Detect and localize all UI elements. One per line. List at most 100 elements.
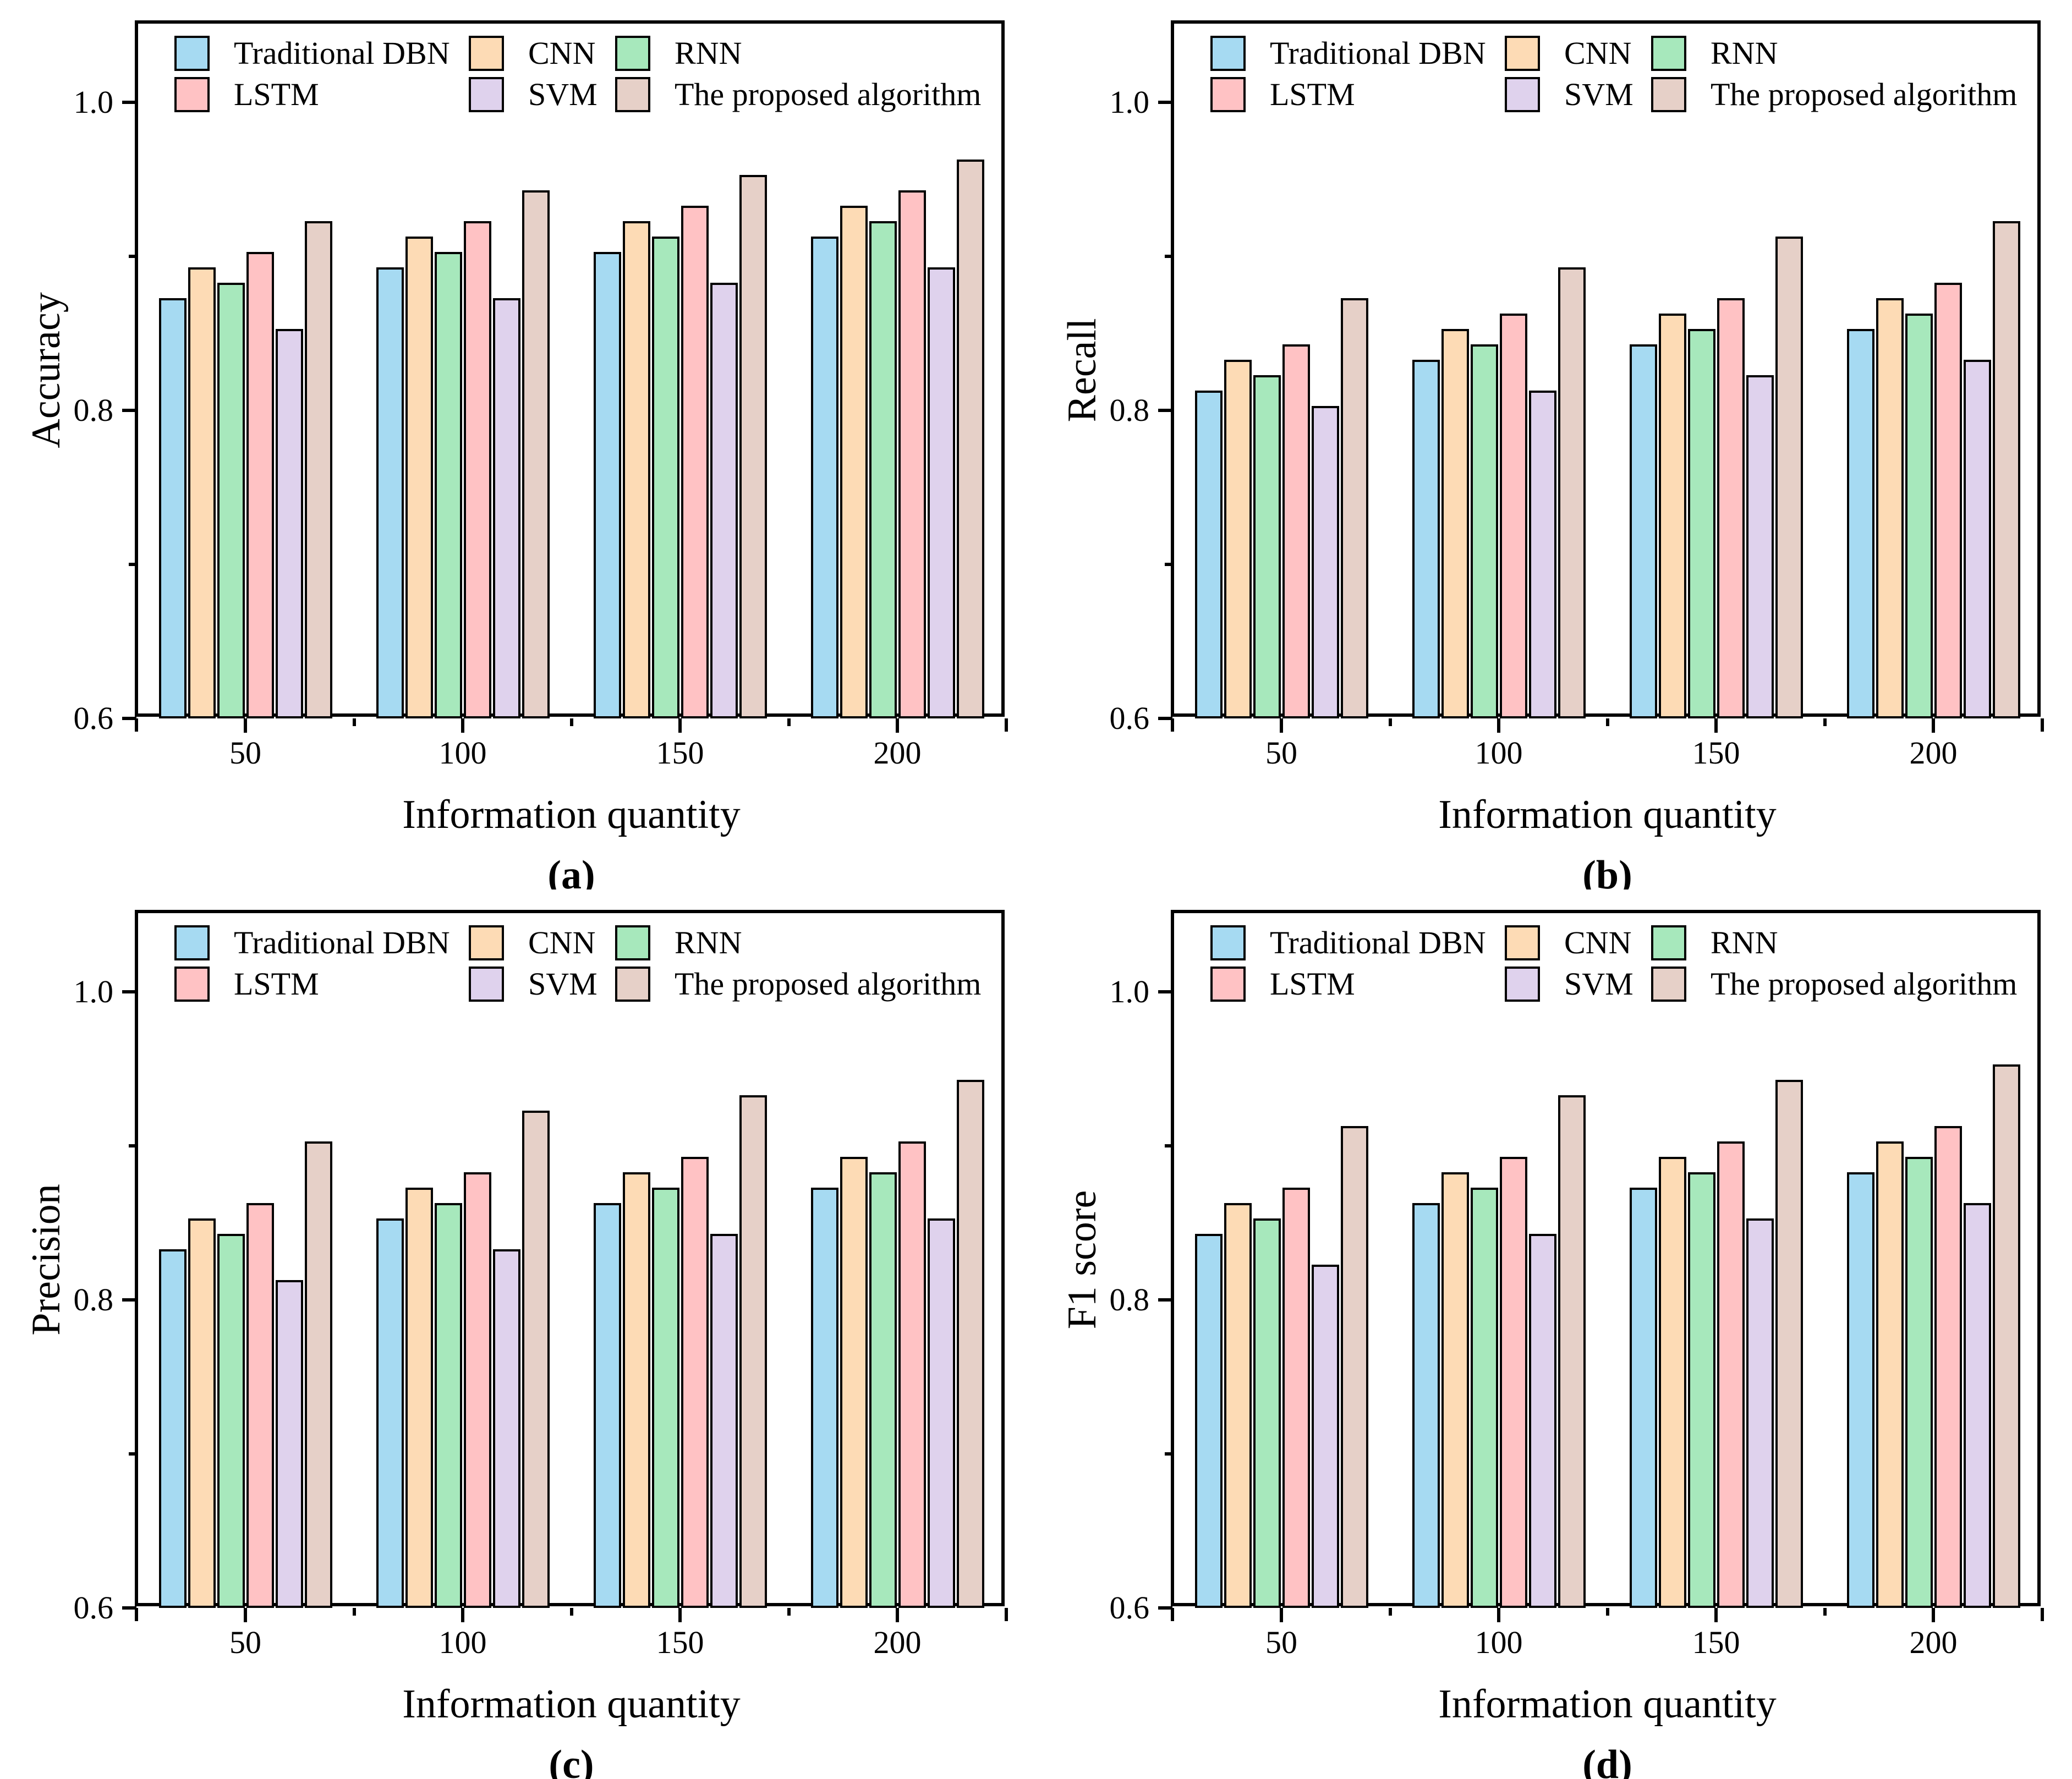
y-axis-major-tick: [1158, 409, 1172, 412]
x-axis-major-tick: [1280, 718, 1283, 733]
bar-proposed-50: [304, 1141, 332, 1608]
bar-lstm-200: [1934, 1126, 1962, 1608]
bar-cnn-200: [1876, 1141, 1904, 1608]
x-axis-minor-tick: [569, 718, 573, 726]
y-axis-major-tick: [122, 1606, 136, 1610]
bar-rnn-150: [1687, 1172, 1715, 1608]
x-axis-major-tick: [896, 1608, 899, 1622]
bar-group-150: [593, 175, 767, 718]
bar-group-200: [1846, 221, 2020, 718]
y-axis-tick-label: 0.8: [73, 392, 114, 428]
bar-group-150: [1629, 1080, 1803, 1608]
y-axis-title: Precision: [24, 1184, 69, 1336]
bar-traditional-dbn-150: [593, 1203, 621, 1608]
bar-lstm-100: [1499, 314, 1527, 718]
bar-traditional-dbn-200: [1846, 329, 1874, 718]
x-axis-minor-tick: [569, 1608, 573, 1616]
bar-group-150: [1629, 237, 1803, 718]
legend-swatch-lstm: [174, 77, 210, 112]
y-axis-title: Recall: [1060, 318, 1105, 422]
bar-traditional-dbn-50: [158, 298, 187, 718]
bar-rnn-200: [1905, 314, 1933, 718]
legend-label-rnn: RNN: [1711, 35, 1778, 71]
bar-svm-100: [1528, 1234, 1556, 1608]
y-axis-tick-label: 1.0: [1109, 84, 1150, 120]
y-axis-major-tick: [1158, 1606, 1172, 1610]
bar-group-200: [810, 1080, 984, 1608]
bar-rnn-50: [217, 283, 245, 718]
bar-group-50: [158, 1141, 332, 1608]
legend-swatch-svm: [1505, 77, 1540, 112]
bar-traditional-dbn-150: [1629, 1188, 1657, 1608]
x-axis-major-tick: [244, 1608, 247, 1622]
bar-traditional-dbn-50: [158, 1249, 187, 1608]
bar-rnn-50: [1253, 375, 1281, 718]
bar-lstm-150: [681, 1157, 709, 1608]
panel-letter: (a): [547, 853, 595, 890]
y-axis-major-tick: [1158, 990, 1172, 993]
x-axis-tick-label: 100: [1474, 735, 1523, 771]
bar-proposed-150: [739, 175, 767, 718]
bar-group-150: [593, 1095, 767, 1608]
bar-svm-50: [1311, 1265, 1339, 1608]
bar-group-50: [158, 221, 332, 718]
y-axis-minor-tick: [1165, 255, 1172, 258]
legend-label-cnn: CNN: [528, 925, 596, 960]
y-axis-tick-label: 0.6: [73, 700, 114, 736]
bar-traditional-dbn-50: [1194, 391, 1223, 718]
bar-cnn-150: [1658, 1157, 1686, 1608]
bar-lstm-50: [246, 1203, 274, 1608]
x-axis-title: Information quantity: [402, 1682, 741, 1727]
x-axis-tick-label: 50: [229, 1624, 261, 1660]
bar-svm-50: [275, 329, 303, 718]
x-axis-major-tick: [1497, 1608, 1500, 1622]
bar-proposed-150: [739, 1095, 767, 1608]
legend-swatch-cnn: [1505, 36, 1540, 71]
x-axis-major-tick: [1280, 1608, 1283, 1622]
y-axis-major-tick: [122, 101, 136, 104]
x-axis-tick-label: 50: [229, 735, 261, 771]
chart-panel-b: 1.0 0.8 0.6 50 100 150 200 Traditional DBN CNN RN…: [1036, 0, 2072, 890]
bar-group-100: [376, 190, 550, 718]
bar-rnn-100: [1470, 344, 1498, 718]
x-axis-edge-tick: [135, 1608, 138, 1621]
y-axis-minor-tick: [1165, 563, 1172, 566]
x-axis-minor-tick: [1605, 718, 1609, 726]
bar-rnn-200: [869, 1172, 897, 1608]
legend-label-svm: SVM: [528, 76, 598, 112]
bar-svm-200: [927, 267, 955, 718]
legend-swatch-traditional-dbn: [1210, 925, 1246, 960]
bar-cnn-100: [1441, 1172, 1469, 1608]
legend-label-rnn: RNN: [675, 35, 742, 71]
x-axis-tick-label: 150: [1692, 735, 1740, 771]
bar-cnn-50: [1224, 360, 1252, 718]
legend-swatch-lstm: [1210, 77, 1246, 112]
bar-cnn-200: [840, 1157, 868, 1608]
bar-rnn-50: [217, 1234, 245, 1608]
legend-swatch-proposed: [1651, 77, 1686, 112]
bar-rnn-100: [1470, 1188, 1498, 1608]
legend-label-lstm: LSTM: [234, 76, 319, 112]
legend-label-cnn: CNN: [1564, 35, 1632, 71]
x-axis-minor-tick: [1388, 1608, 1392, 1616]
y-axis-major-tick: [1158, 717, 1172, 720]
bar-svm-150: [1746, 1218, 1774, 1608]
y-axis-minor-tick: [129, 1452, 136, 1456]
bar-proposed-200: [956, 160, 984, 718]
bar-traditional-dbn-200: [810, 1188, 838, 1608]
bar-proposed-100: [522, 1111, 550, 1608]
bar-group-200: [1846, 1064, 2020, 1608]
bar-cnn-100: [405, 237, 433, 718]
legend-swatch-svm: [469, 967, 504, 1002]
bar-rnn-200: [1905, 1157, 1933, 1608]
chart-panel-a: 1.0 0.8 0.6 50 100 150 200 Traditional DBN CNN RN…: [0, 0, 1036, 890]
legend-swatch-rnn: [615, 36, 650, 71]
x-axis-tick-label: 100: [438, 1624, 487, 1660]
bar-cnn-100: [405, 1188, 433, 1608]
bar-cnn-50: [188, 1218, 216, 1608]
bar-cnn-100: [1441, 329, 1469, 718]
legend-label-svm: SVM: [1564, 76, 1634, 112]
legend-swatch-proposed: [615, 77, 650, 112]
bar-group-50: [1194, 298, 1368, 718]
legend-swatch-traditional-dbn: [174, 36, 210, 71]
